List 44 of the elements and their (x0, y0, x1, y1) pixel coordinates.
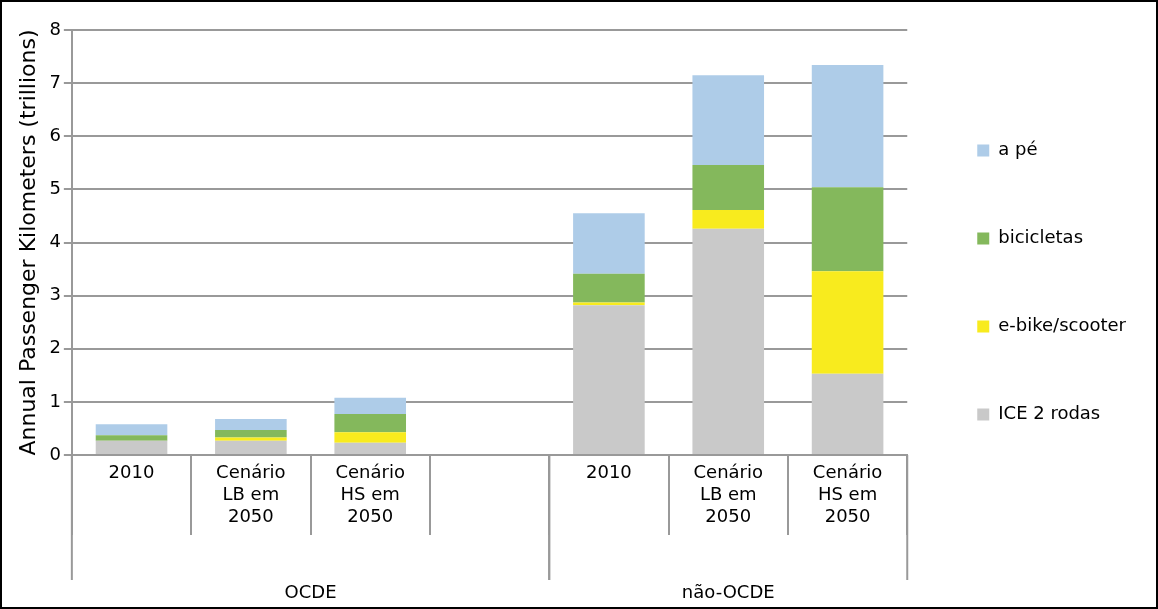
bar (573, 273, 645, 303)
bar (692, 210, 765, 229)
bar (334, 432, 407, 443)
bar (215, 437, 287, 441)
legend-label: ICE 2 rodas (998, 402, 1101, 424)
bar (334, 397, 407, 415)
bar (95, 424, 168, 436)
y-tick-label: 5 (49, 177, 61, 199)
bar (573, 213, 645, 274)
x-tick-label: Cenário HS em 2050 (812, 461, 883, 526)
x-tick-label: 2010 (585, 461, 632, 483)
bar (692, 164, 765, 211)
text: não-OCDE (681, 580, 775, 602)
bar (811, 187, 884, 272)
y-tick-label: 3 (49, 283, 61, 305)
x-tick-label: Cenário LB em 2050 (216, 461, 286, 526)
bar (334, 442, 407, 454)
bar (95, 435, 168, 441)
x-tick-label: 2010 (108, 461, 155, 483)
bar (692, 75, 765, 165)
y-tick-label: 0 (49, 442, 61, 464)
y-tick-label: 6 (49, 123, 61, 145)
bar (811, 65, 884, 188)
bar (95, 440, 168, 454)
y-tick-label: 4 (49, 230, 61, 252)
bar (334, 414, 407, 433)
bar (215, 430, 287, 438)
y-axis-title: Annual Passenger Kilometers (trillions) (14, 29, 40, 456)
legend-label: bicicletas (998, 226, 1084, 248)
y-tick-label: 1 (49, 389, 61, 411)
y-tick-label: 8 (49, 17, 61, 39)
y-tick-label: 7 (49, 70, 61, 92)
x-tick-label: Cenário LB em 2050 (693, 461, 763, 526)
y-tick-label: 2 (49, 336, 61, 358)
bar (811, 373, 884, 454)
x-tick-label: Cenário HS em 2050 (335, 461, 405, 526)
bar (215, 418, 287, 431)
bar (215, 440, 287, 454)
legend-label: e-bike/scooter (998, 314, 1127, 336)
legend-label: a pé (998, 138, 1038, 160)
bar (811, 271, 884, 374)
bar (692, 228, 765, 454)
bar (573, 305, 645, 454)
text: OCDE (284, 580, 337, 602)
